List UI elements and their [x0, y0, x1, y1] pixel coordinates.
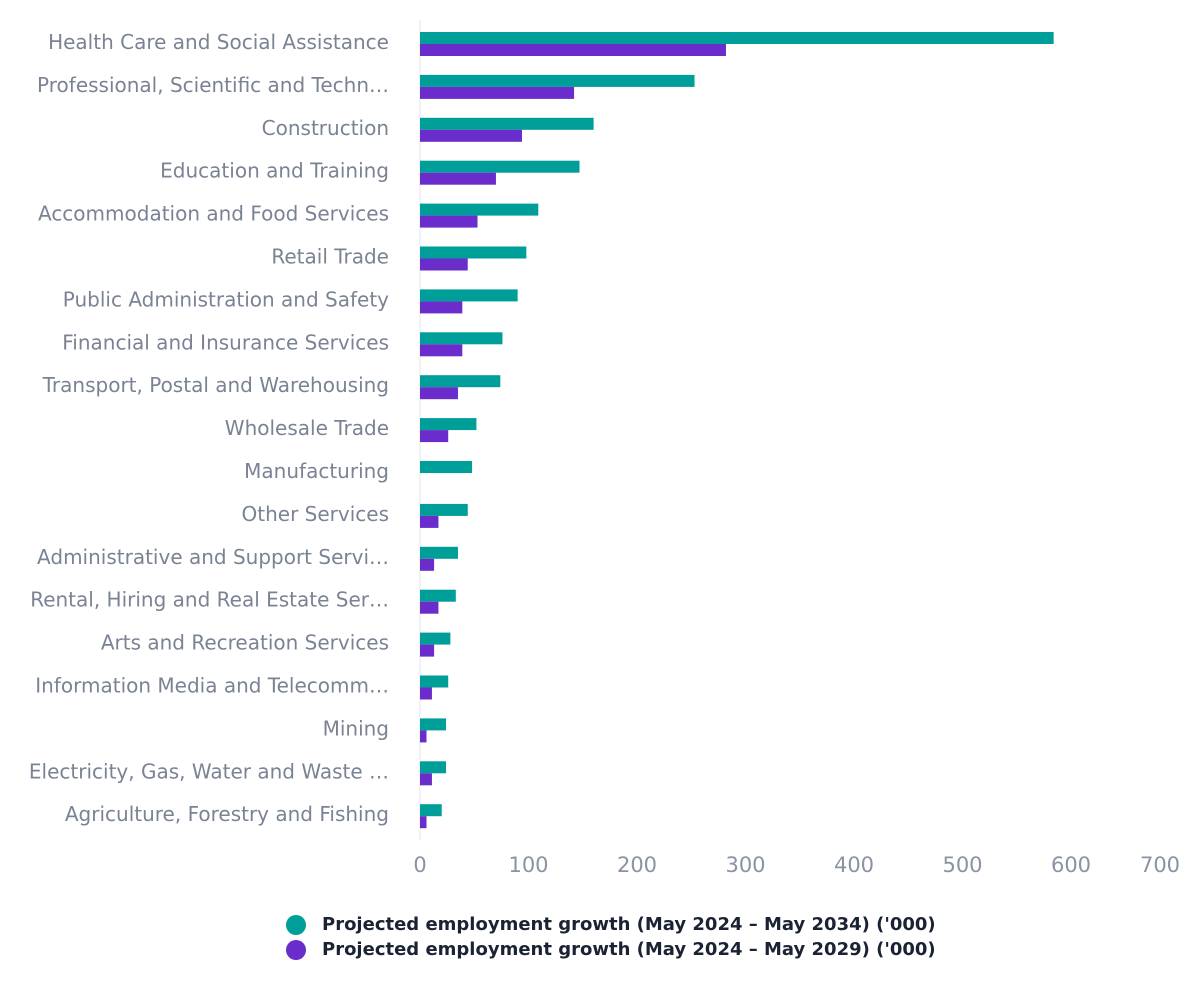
x-tick-label: 400: [834, 853, 874, 877]
bar-series-1[interactable]: [420, 632, 451, 645]
bar-series-1[interactable]: [420, 804, 442, 817]
category-label: Information Media and Telecomm…: [35, 674, 389, 698]
legend-label-2029: Projected employment growth (May 2024 – …: [322, 939, 936, 960]
bar-series-1[interactable]: [420, 675, 449, 688]
category-label: Transport, Postal and Warehousing: [42, 373, 389, 397]
bar-series-1[interactable]: [420, 246, 527, 259]
bar-series-1[interactable]: [420, 589, 456, 602]
category-label: Education and Training: [160, 159, 389, 183]
bar-chart: Health Care and Social Assistance Profess…: [29, 20, 1180, 877]
bar-series-2[interactable]: [420, 816, 427, 829]
category-label: Other Services: [242, 502, 389, 526]
bar-series-1[interactable]: [420, 332, 503, 345]
x-tick-label: 700: [1140, 853, 1180, 877]
category-label: Mining: [323, 716, 389, 740]
bar-series-2[interactable]: [420, 558, 435, 571]
bar-series-2[interactable]: [420, 730, 427, 743]
bar-series-2[interactable]: [420, 44, 726, 56]
bar-series-2[interactable]: [420, 601, 439, 614]
category-label: Health Care and Social Assistance: [48, 30, 389, 54]
bar-series-1[interactable]: [420, 503, 468, 516]
bar-series-2[interactable]: [420, 773, 432, 786]
bar-series-2[interactable]: [420, 172, 496, 185]
category-label: Construction: [262, 116, 389, 140]
bar-series-1[interactable]: [420, 546, 458, 559]
category-label: Electricity, Gas, Water and Waste …: [29, 759, 389, 783]
x-tick-label: 100: [508, 853, 548, 877]
bar-series-1[interactable]: [420, 32, 1054, 44]
bar-series-2[interactable]: [420, 215, 478, 228]
bar-series-1[interactable]: [420, 74, 695, 87]
legend-label-2034: Projected employment growth (May 2024 – …: [322, 914, 936, 935]
x-tick-label: 200: [617, 853, 657, 877]
bar-series-2[interactable]: [420, 430, 449, 443]
category-label: Professional, Scientific and Techn…: [37, 73, 389, 97]
legend-item-2029[interactable]: Projected employment growth (May 2024 – …: [286, 937, 936, 962]
category-label: Arts and Recreation Services: [101, 631, 389, 655]
legend-swatch-2029: [286, 939, 306, 960]
bar-series-2[interactable]: [420, 515, 439, 528]
bar-series-1[interactable]: [420, 117, 594, 130]
x-tick-label: 600: [1051, 853, 1091, 877]
x-tick-label: 500: [942, 853, 982, 877]
bar-series-2[interactable]: [420, 258, 468, 271]
category-label: Manufacturing: [244, 459, 389, 483]
bar-series-1[interactable]: [420, 203, 539, 216]
bar-series-1[interactable]: [420, 289, 518, 302]
category-label: Rental, Hiring and Real Estate Ser…: [30, 588, 389, 612]
x-tick-label: 300: [725, 853, 765, 877]
category-label: Administrative and Support Servi…: [37, 545, 389, 569]
x-tick-label: 0: [413, 853, 426, 877]
bar-series-1[interactable]: [420, 418, 477, 431]
bar-series-1[interactable]: [420, 375, 501, 388]
bar-series-1[interactable]: [420, 461, 473, 473]
bar-series-2[interactable]: [420, 644, 435, 657]
category-label: Wholesale Trade: [225, 416, 389, 440]
bar-series-1[interactable]: [420, 761, 447, 774]
bar-series-2[interactable]: [420, 344, 463, 357]
legend-swatch-2034: [286, 914, 306, 935]
legend-item-2034[interactable]: Projected employment growth (May 2024 – …: [286, 912, 936, 937]
bar-series-2[interactable]: [420, 86, 575, 99]
category-label: Public Administration and Safety: [63, 287, 389, 311]
bar-series-2[interactable]: [420, 129, 522, 142]
bar-series-1[interactable]: [420, 718, 447, 731]
bar-series-2[interactable]: [420, 387, 458, 400]
bar-series-1[interactable]: [420, 160, 580, 173]
category-label: Agriculture, Forestry and Fishing: [65, 802, 389, 826]
legend: Projected employment growth (May 2024 – …: [286, 912, 936, 962]
category-label: Accommodation and Food Services: [38, 202, 389, 226]
bar-series-2[interactable]: [420, 687, 432, 700]
bar-series-2[interactable]: [420, 301, 463, 314]
category-label: Retail Trade: [271, 245, 389, 269]
category-label: Financial and Insurance Services: [62, 330, 389, 354]
